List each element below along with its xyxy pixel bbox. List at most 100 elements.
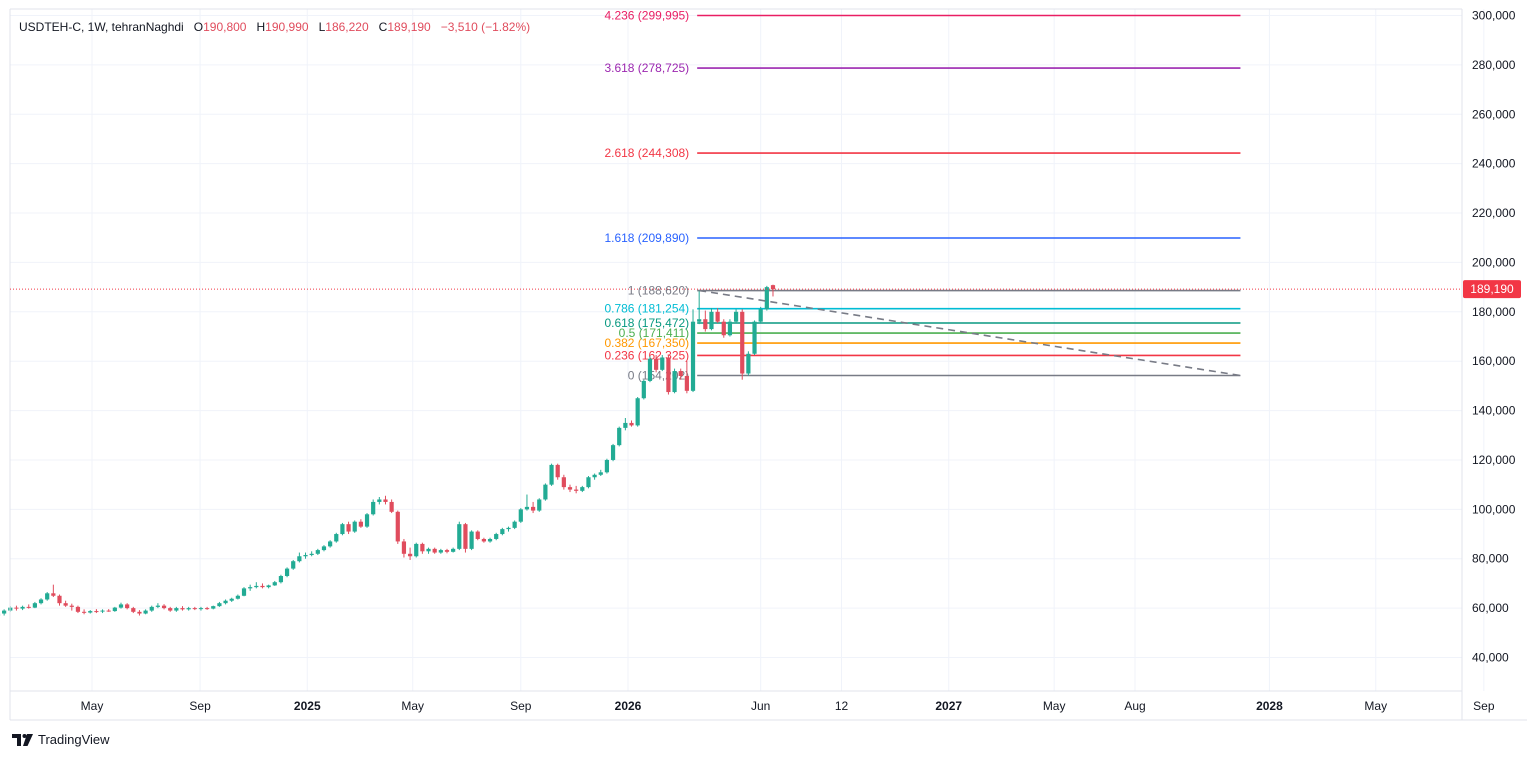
candle	[740, 309, 745, 380]
candle	[457, 521, 462, 551]
tradingview-logo[interactable]: TradingView	[12, 732, 110, 747]
x-tick-label: Sep	[510, 699, 532, 713]
candle-body	[45, 593, 50, 600]
candle-body	[715, 311, 720, 322]
candle	[617, 426, 622, 447]
candle-body	[389, 501, 394, 512]
candle	[266, 584, 271, 589]
candle	[414, 542, 419, 558]
candle	[647, 356, 653, 383]
candle-body	[666, 357, 671, 393]
candle	[660, 355, 665, 372]
candle-body	[727, 321, 733, 336]
candle-body	[561, 477, 566, 488]
candle	[770, 284, 776, 297]
candle-body	[26, 606, 31, 608]
fib-level-label: 0.618 (175,472)	[604, 316, 689, 330]
candle-body	[75, 606, 81, 612]
candle	[537, 498, 542, 512]
candle	[20, 605, 25, 611]
candle	[340, 522, 345, 536]
last-price-tag	[1463, 280, 1521, 299]
y-tick-label: 220,000	[1472, 206, 1516, 220]
x-axis[interactable]: May Sep 2025 May Sep 2026 Jun 12 2027 May Aug 2028 M…	[81, 699, 1495, 713]
candle	[88, 610, 93, 614]
candle	[155, 603, 161, 609]
candle-body	[401, 541, 407, 554]
candle-body	[364, 514, 370, 527]
candle-body	[211, 606, 216, 609]
candle-body	[334, 534, 339, 542]
candle-body	[20, 606, 25, 609]
candle-body	[524, 506, 530, 510]
candle-body	[205, 608, 210, 610]
candle	[475, 530, 480, 541]
candle	[235, 594, 240, 600]
candle-body	[395, 511, 400, 542]
candle	[278, 574, 284, 584]
candle-body	[475, 531, 480, 539]
trend-line[interactable]	[699, 289, 1241, 377]
candle-body	[506, 527, 511, 530]
candle-body	[284, 568, 290, 577]
candle-body	[352, 521, 357, 532]
x-tick-label: Sep	[1473, 699, 1495, 713]
candle-body	[143, 610, 148, 614]
candle-body	[149, 606, 154, 611]
candle	[38, 598, 44, 605]
x-tick-label: May	[401, 699, 424, 713]
y-tick-label: 140,000	[1472, 404, 1516, 418]
high-label: H	[256, 20, 266, 34]
candle	[174, 606, 179, 612]
candle-body	[38, 599, 44, 604]
candle	[463, 522, 468, 553]
y-axis[interactable]: 300,000 280,000 260,000 240,000 220,000 200,0…	[1472, 9, 1516, 665]
candle	[629, 420, 634, 427]
candle-body	[592, 474, 597, 478]
candle	[198, 606, 204, 611]
candle	[321, 545, 327, 552]
candle-body	[94, 611, 99, 613]
candle	[764, 285, 769, 311]
candle-body	[407, 553, 413, 557]
candle-body	[604, 459, 610, 473]
symbol-info[interactable]: USDTEH-C, 1W, tehranNaghdi	[19, 20, 184, 34]
candle	[272, 580, 277, 586]
candle	[561, 474, 566, 490]
candle	[192, 606, 197, 611]
y-tick-label: 200,000	[1472, 255, 1516, 269]
candle-body	[346, 524, 351, 532]
candle	[721, 319, 726, 338]
candle-body	[752, 321, 757, 354]
x-tick-label: 2028	[1256, 699, 1283, 713]
candle	[229, 597, 234, 602]
candle	[654, 355, 659, 373]
candle-body	[764, 287, 769, 310]
candle	[401, 538, 407, 558]
candle	[223, 599, 228, 605]
x-tick-label: 2025	[294, 699, 321, 713]
candle	[315, 548, 320, 556]
candle	[451, 547, 456, 553]
candle-body	[328, 541, 333, 547]
candle	[407, 547, 413, 560]
candle	[205, 606, 210, 610]
candle	[389, 499, 394, 514]
candle-body	[340, 524, 345, 535]
candle-body	[678, 371, 683, 377]
candle	[180, 606, 185, 611]
candle-body	[180, 608, 185, 610]
candle	[32, 601, 37, 609]
candle	[420, 542, 425, 554]
candle-body	[106, 610, 111, 612]
candle-body	[432, 548, 437, 553]
candle	[352, 520, 357, 533]
candle-body	[610, 445, 616, 460]
candle-body	[88, 611, 93, 613]
candle	[438, 548, 443, 554]
candle-body	[266, 585, 271, 588]
candle-body	[518, 509, 523, 522]
candle-body	[241, 588, 247, 596]
grid-lines	[10, 9, 1485, 691]
